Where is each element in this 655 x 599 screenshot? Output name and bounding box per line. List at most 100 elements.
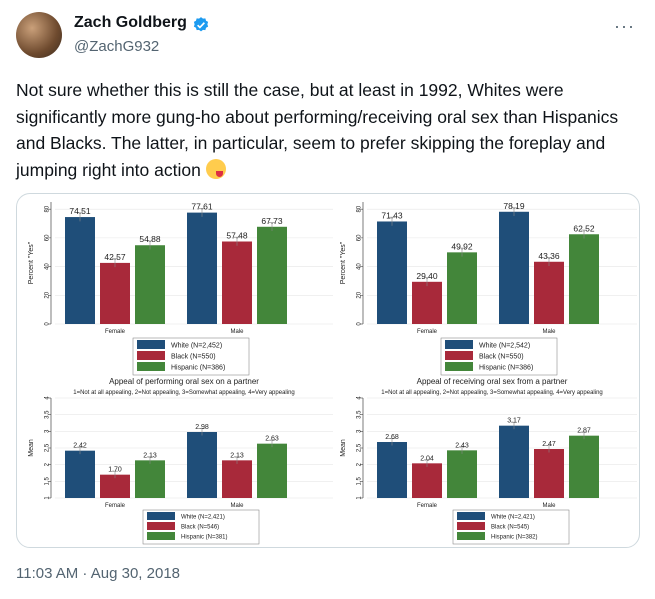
legend-swatch [137, 340, 165, 349]
legend-swatch [457, 522, 485, 530]
data-label: 2.98 [195, 424, 209, 431]
legend-entry: Hispanic (N=381) [181, 535, 228, 541]
bar [187, 212, 217, 324]
chart-3: 1 1.5 2 2.5 3 3.5 4 Mean 2.42 1.70 2.13 Female 2.98 2… [28, 396, 333, 545]
data-label: 54.88 [139, 234, 161, 244]
author-handle[interactable]: @ZachG932 [74, 38, 160, 55]
legend: White (N=2,421) Black (N=546) Hispanic (N=… [142, 509, 260, 545]
bar [377, 442, 407, 498]
category-label: Male [542, 329, 556, 335]
chart-subtitle: 1=Not at all appealing, 2=Not appealing,… [73, 390, 295, 396]
bar [569, 234, 599, 324]
data-label: 2.47 [542, 441, 556, 448]
y-tick-label: 60 [45, 234, 51, 241]
y-tick-label: 20 [45, 291, 51, 298]
legend-swatch [137, 362, 165, 371]
bar [447, 450, 477, 498]
y-tick-label: 3.5 [45, 410, 51, 419]
legend-swatch [147, 512, 175, 520]
bar [412, 463, 442, 498]
bar [187, 432, 217, 498]
bar [100, 262, 130, 324]
tweet-body: Not sure whether this is still the case,… [16, 80, 619, 180]
data-label: 71.43 [381, 210, 403, 220]
data-label: 2.04 [420, 455, 434, 462]
data-label: 62.52 [573, 223, 595, 233]
y-tick-label: 60 [357, 234, 363, 241]
legend-entry: Hispanic (N=386) [479, 365, 533, 372]
bar [534, 449, 564, 498]
y-tick-label: 40 [357, 263, 363, 270]
bar [377, 221, 407, 324]
legend: White (N=2,452) Black (N=550) Hispanic (N=… [132, 337, 250, 376]
y-tick-label: 2 [45, 462, 51, 466]
category-label: Female [417, 329, 438, 335]
legend-swatch [137, 351, 165, 360]
y-tick-label: 0 [357, 322, 363, 326]
y-axis-label: Percent "Yes" [340, 241, 347, 284]
face-savoring-food-emoji [205, 158, 226, 179]
y-tick-label: 2.5 [45, 443, 51, 452]
data-label: 1.70 [108, 467, 122, 474]
legend-swatch [445, 362, 473, 371]
legend-swatch [457, 532, 485, 540]
tweet-media[interactable]: 0 20 40 60 80 Percent "Yes" 74.51 42.57 54.88 Fem… [16, 193, 640, 548]
tweet-text: Not sure whether this is still the case,… [16, 77, 636, 183]
data-label: 2.42 [73, 443, 87, 450]
chart-1: 0 20 40 60 80 Percent "Yes" 74.51 42.57 54.88 Fem… [28, 202, 333, 396]
y-axis-label: Mean [340, 439, 347, 457]
bar [499, 211, 529, 324]
legend-swatch [147, 522, 175, 530]
chart-title: Appeal of performing oral sex on a partn… [109, 377, 259, 386]
legend-entry: Black (N=550) [479, 354, 524, 361]
more-options-icon[interactable]: ··· [614, 16, 635, 36]
data-label: 2.63 [265, 436, 279, 443]
author-name[interactable]: Zach Goldberg [74, 14, 187, 31]
data-label: 29.40 [416, 271, 438, 281]
legend-entry: White (N=2,421) [181, 515, 225, 521]
chart-2: 0 20 40 60 80 Percent "Yes" 71.43 29.40 49.92 Fem… [340, 201, 637, 396]
chart-4: 1 1.5 2 2.5 3 3.5 4 Mean 2.68 2.04 2.43 Female 3.17 2… [340, 396, 637, 545]
y-axis-label: Mean [28, 439, 35, 457]
bar [222, 460, 252, 498]
bar [447, 252, 477, 324]
y-axis-label: Percent "Yes" [28, 241, 35, 284]
legend-entry: Hispanic (N=386) [171, 365, 225, 372]
data-label: 67.73 [261, 216, 283, 226]
data-label: 2.13 [230, 452, 244, 459]
legend-entry: White (N=2,542) [479, 343, 530, 350]
category-label: Female [417, 503, 438, 509]
legend-swatch [445, 351, 473, 360]
data-label: 49.92 [451, 241, 473, 251]
chart-title: Appeal of receiving oral sex from a part… [417, 377, 568, 386]
avatar[interactable] [16, 12, 62, 58]
y-tick-label: 1 [357, 496, 363, 500]
data-label: 78.19 [503, 201, 525, 211]
bar [135, 460, 165, 498]
verified-badge-icon [193, 17, 209, 32]
category-label: Male [542, 503, 556, 509]
category-label: Female [105, 503, 126, 509]
y-tick-label: 4 [45, 396, 51, 400]
y-tick-label: 80 [45, 205, 51, 212]
timestamp[interactable]: 11:03 AM · Aug 30, 2018 [16, 565, 181, 582]
data-label: 77.61 [191, 202, 213, 212]
category-label: Male [230, 329, 244, 335]
data-label: 2.13 [143, 452, 157, 459]
data-label: 2.87 [577, 428, 591, 435]
data-label: 2.68 [385, 434, 399, 441]
bar [65, 450, 95, 498]
data-label: 57.48 [226, 230, 248, 240]
bar [569, 435, 599, 498]
legend-entry: White (N=2,452) [171, 343, 222, 350]
bar [499, 425, 529, 498]
chart-subtitle: 1=Not at all appealing, 2=Not appealing,… [381, 390, 603, 396]
bar [257, 443, 287, 498]
category-label: Female [105, 329, 126, 335]
data-label: 74.51 [69, 206, 91, 216]
y-tick-label: 1 [45, 496, 51, 500]
y-tick-label: 2 [357, 462, 363, 466]
bar [222, 241, 252, 324]
y-tick-label: 1.5 [357, 477, 363, 486]
legend-swatch [457, 512, 485, 520]
